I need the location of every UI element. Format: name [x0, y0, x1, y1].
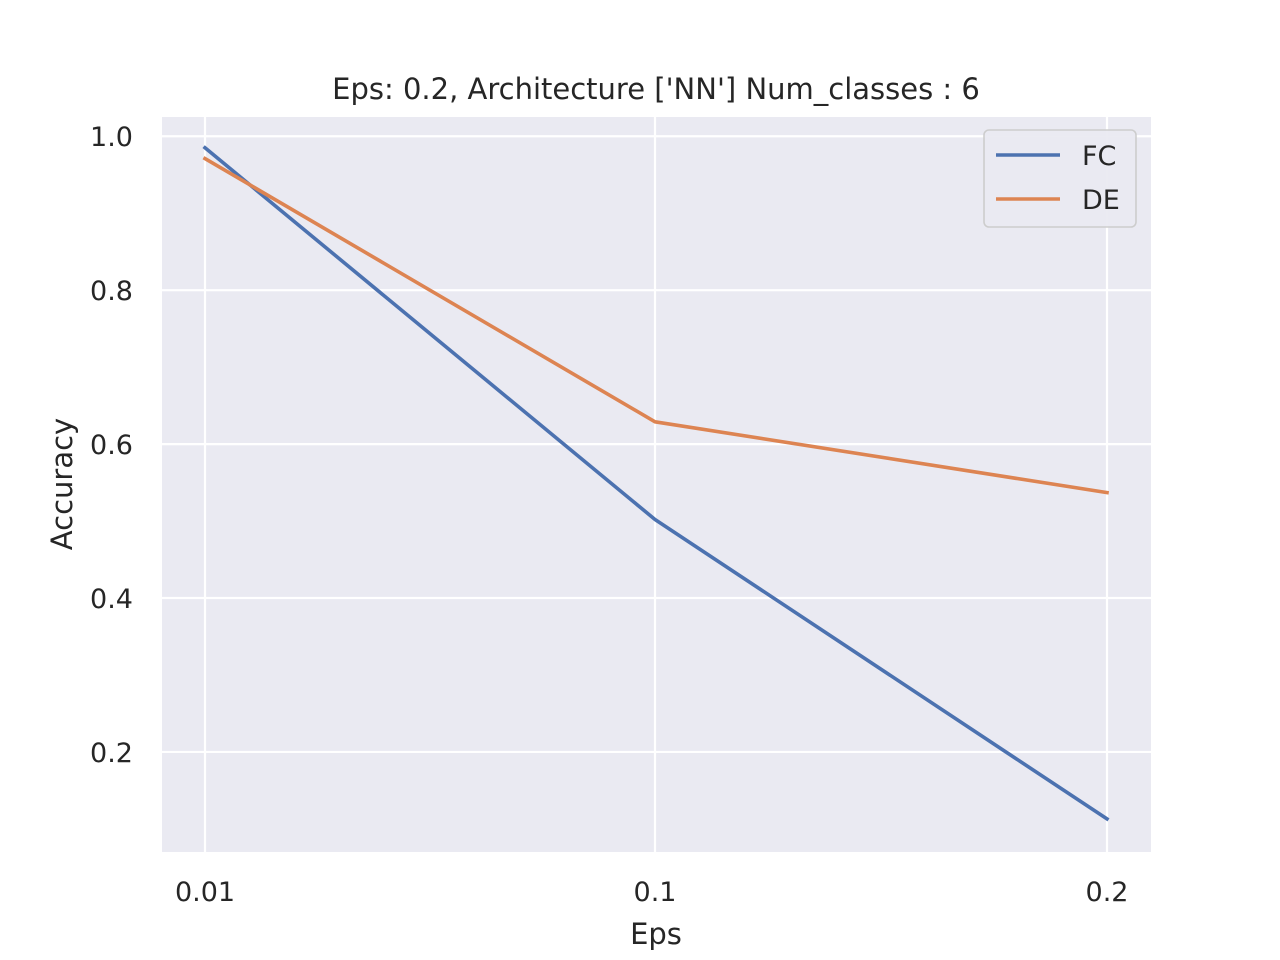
series-line-de	[202, 156, 1110, 495]
x-tick-label: 0.1	[634, 877, 677, 908]
legend-label-de: DE	[1082, 185, 1120, 216]
plot-area	[162, 117, 1151, 852]
legend-label-fc: FC	[1082, 141, 1116, 172]
x-tick-label: 0.01	[175, 877, 235, 908]
y-axis-label: Accuracy	[45, 418, 79, 550]
y-tick-label: 0.8	[90, 276, 133, 307]
chart-title: Eps: 0.2, Architecture ['NN'] Num_classe…	[332, 72, 980, 106]
y-tick-label: 1.0	[90, 122, 133, 153]
x-tick-labels: 0.01 0.1 0.2	[175, 877, 1129, 908]
x-axis-label: Eps	[630, 917, 682, 951]
y-tick-label: 0.2	[90, 738, 133, 769]
x-grid	[203, 117, 1109, 852]
x-tick-label: 0.2	[1086, 877, 1129, 908]
y-tick-label: 0.6	[90, 430, 133, 461]
series-line-fc	[202, 145, 1110, 822]
y-tick-label: 0.4	[90, 584, 133, 615]
y-tick-labels: 0.2 0.4 0.6 0.8 1.0	[90, 122, 133, 769]
legend: FC DE	[983, 129, 1137, 228]
series-layer	[202, 145, 1110, 822]
